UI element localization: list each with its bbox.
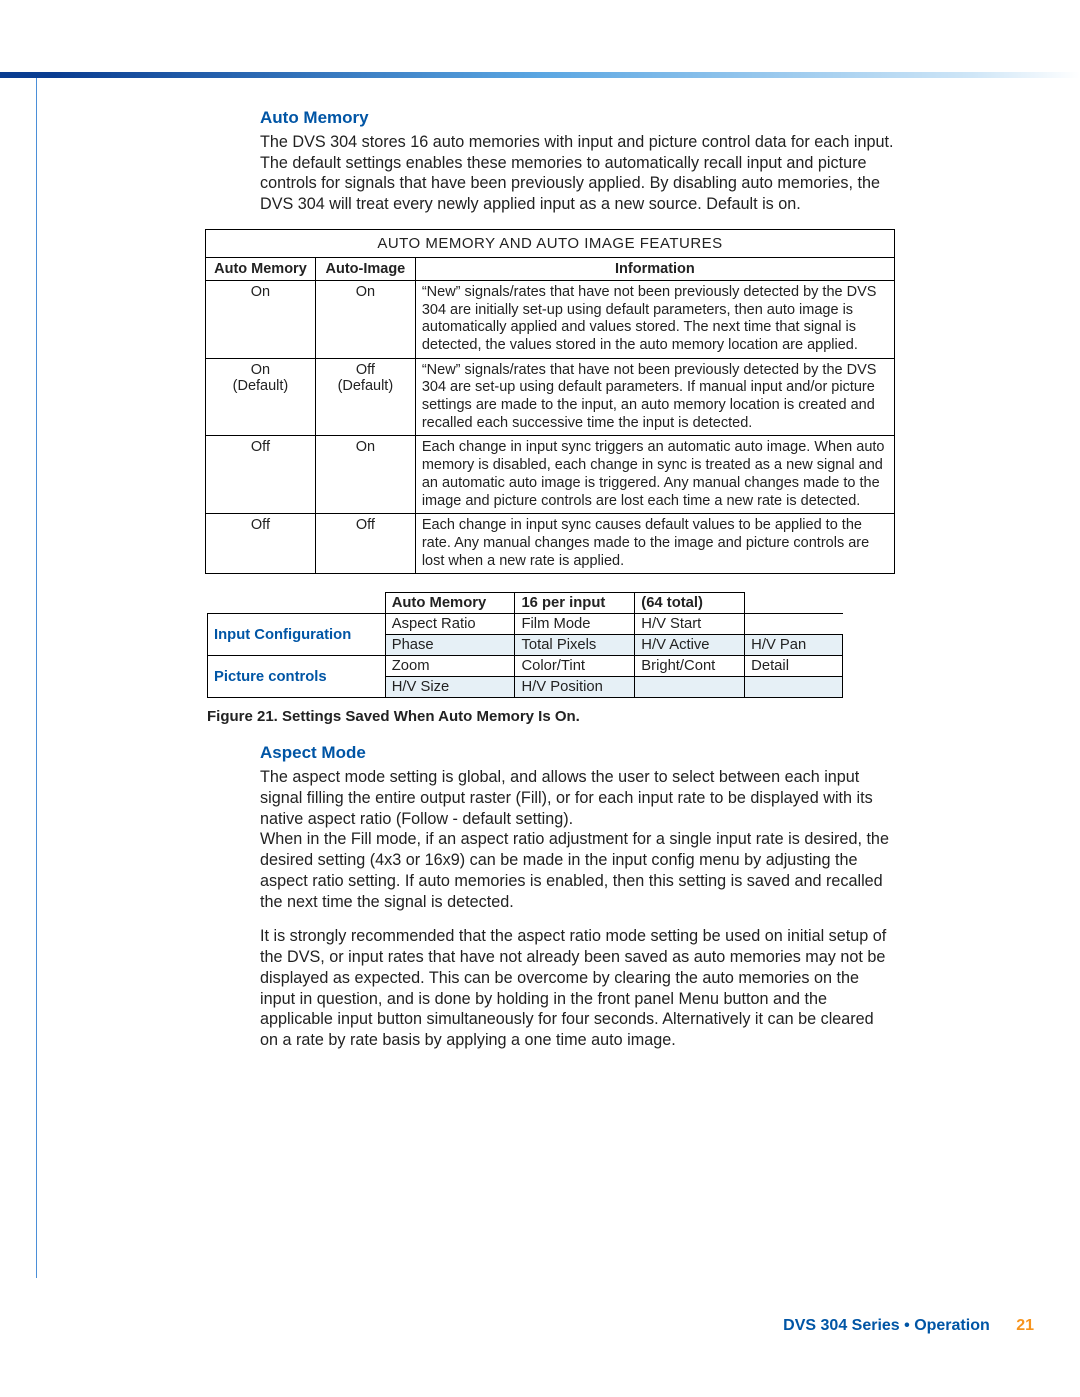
table1-r2-auto-memory: On (Default) bbox=[206, 358, 316, 436]
aspect-mode-p3: It is strongly recommended that the aspe… bbox=[260, 926, 895, 1050]
table1-r4-auto-image: Off bbox=[315, 514, 415, 574]
table1-r1-auto-image: On bbox=[315, 280, 415, 358]
table1-r4-auto-memory: Off bbox=[206, 514, 316, 574]
table1-r2-info: “New” signals/rates that have not been p… bbox=[415, 358, 894, 436]
footer-series-text: DVS 304 Series • Operation bbox=[783, 1317, 990, 1334]
table2-cell bbox=[635, 677, 745, 698]
table1-r4-info: Each change in input sync causes default… bbox=[415, 514, 894, 574]
table2-hdr-auto-memory: Auto Memory bbox=[385, 593, 515, 614]
table2-group-input-config: Input Configuration bbox=[208, 614, 386, 656]
table1-r1-info: “New” signals/rates that have not been p… bbox=[415, 280, 894, 358]
auto-memory-paragraph: The DVS 304 stores 16 auto memories with… bbox=[260, 132, 895, 215]
table2-cell: Bright/Cont bbox=[635, 656, 745, 677]
table2-cell: Film Mode bbox=[515, 614, 635, 635]
page-footer: DVS 304 Series • Operation 21 bbox=[0, 1317, 1034, 1335]
table1-col-information: Information bbox=[415, 257, 894, 280]
auto-memory-features-table: AUTO MEMORY AND AUTO IMAGE FEATURES Auto… bbox=[205, 229, 895, 574]
table2-cell: Color/Tint bbox=[515, 656, 635, 677]
table2-cell: H/V Start bbox=[635, 614, 745, 635]
aspect-mode-p2: When in the Fill mode, if an aspect rati… bbox=[260, 829, 895, 912]
table2-cell: H/V Position bbox=[515, 677, 635, 698]
table1-col-auto-image: Auto-Image bbox=[315, 257, 415, 280]
table2-cell: H/V Active bbox=[635, 635, 745, 656]
table2-cell: Zoom bbox=[385, 656, 515, 677]
table2-cell: Phase bbox=[385, 635, 515, 656]
page-content: Auto Memory The DVS 304 stores 16 auto m… bbox=[205, 108, 895, 1065]
table2-cell: H/V Size bbox=[385, 677, 515, 698]
table2-cell bbox=[745, 614, 843, 635]
table2-cell: Total Pixels bbox=[515, 635, 635, 656]
aspect-mode-p1: The aspect mode setting is global, and a… bbox=[260, 767, 895, 829]
table2-hdr-per-input: 16 per input bbox=[515, 593, 635, 614]
top-gradient-stripe bbox=[0, 72, 1080, 78]
table1-r3-info: Each change in input sync triggers an au… bbox=[415, 436, 894, 514]
aspect-mode-heading: Aspect Mode bbox=[260, 743, 895, 763]
table1-col-auto-memory: Auto Memory bbox=[206, 257, 316, 280]
settings-saved-table: Auto Memory 16 per input (64 total) Inpu… bbox=[207, 592, 843, 698]
table2-hdr-blank bbox=[208, 593, 386, 614]
table1-r2-auto-image: Off (Default) bbox=[315, 358, 415, 436]
table2-cell: Detail bbox=[745, 656, 843, 677]
table2-cell: Aspect Ratio bbox=[385, 614, 515, 635]
left-margin-rule bbox=[36, 78, 37, 1278]
table1-title: AUTO MEMORY AND AUTO IMAGE FEATURES bbox=[206, 229, 895, 257]
table2-hdr-blank2 bbox=[745, 593, 843, 614]
table1-r1-auto-memory: On bbox=[206, 280, 316, 358]
table1-r3-auto-image: On bbox=[315, 436, 415, 514]
figure-21-caption: Figure 21. Settings Saved When Auto Memo… bbox=[207, 708, 895, 725]
table1-r3-auto-memory: Off bbox=[206, 436, 316, 514]
table2-cell: H/V Pan bbox=[745, 635, 843, 656]
auto-memory-heading: Auto Memory bbox=[260, 108, 895, 128]
table2-hdr-total: (64 total) bbox=[635, 593, 745, 614]
table2-cell bbox=[745, 677, 843, 698]
footer-page-number: 21 bbox=[1016, 1317, 1034, 1334]
table2-group-picture-controls: Picture controls bbox=[208, 656, 386, 698]
